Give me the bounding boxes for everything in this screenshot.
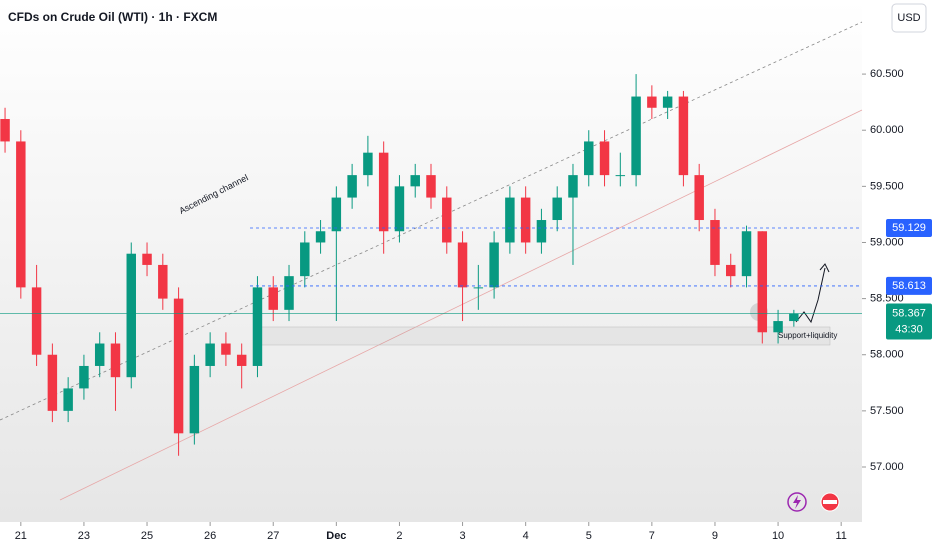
candle-body	[205, 343, 215, 366]
candle-body	[16, 141, 26, 288]
marks	[0, 74, 799, 456]
candle-body	[158, 264, 168, 299]
country-icon-stripe	[823, 500, 837, 504]
x-tick-label: 7	[649, 530, 655, 542]
chart-title: CFDs on Crude Oil (WTI) · 1h · FXCM	[8, 10, 217, 24]
candle-body	[363, 152, 373, 176]
candle-body	[615, 175, 626, 177]
candle-body	[252, 287, 263, 366]
y-tick-label: 57.000	[870, 461, 904, 473]
candle-body	[599, 141, 610, 176]
candle-body	[268, 287, 278, 310]
candle-body	[394, 186, 405, 232]
candle-body	[142, 253, 152, 265]
candle-body	[221, 343, 231, 355]
candle-body	[757, 231, 768, 333]
candle-body	[284, 276, 294, 310]
candle-body	[189, 365, 200, 434]
candle-body	[410, 175, 420, 187]
y-tick-label: 58.500	[870, 293, 904, 305]
candle-body	[236, 354, 247, 366]
x-tick-label: 2	[396, 530, 402, 542]
candle-body	[520, 197, 531, 243]
x-tick-label: 25	[141, 530, 153, 542]
candle-body	[773, 321, 783, 333]
candle-body	[662, 96, 673, 108]
y-tick-label: 59.500	[870, 180, 904, 192]
candle-body	[31, 287, 42, 355]
countdown-label: 43:30	[895, 323, 923, 335]
candle-body	[300, 242, 310, 277]
candle-body	[473, 287, 484, 289]
candle-body	[536, 220, 547, 243]
arrow-head	[819, 263, 830, 273]
y-tick-label: 57.500	[870, 405, 904, 417]
candle-body	[426, 175, 436, 198]
y-tick-label: 59.000	[870, 236, 904, 248]
y-tick-label: 58.000	[870, 349, 904, 361]
candle-body	[79, 365, 89, 389]
candle-body	[347, 175, 357, 198]
candle-body	[331, 197, 342, 232]
event-icon[interactable]	[787, 492, 807, 512]
candle-body	[631, 96, 641, 176]
x-tick-label: 5	[586, 530, 592, 542]
candle-body	[47, 354, 58, 411]
candle-body	[678, 96, 689, 176]
x-tick-label: 3	[459, 530, 465, 542]
candle-body	[457, 242, 468, 288]
candle-body	[647, 96, 657, 108]
y-tick-label: 60.000	[870, 124, 904, 136]
candle-body	[489, 242, 499, 288]
event-icon-bolt	[793, 495, 801, 509]
candle-body	[94, 343, 105, 366]
candle-body	[0, 118, 10, 142]
candle-body	[741, 231, 752, 277]
candle-body	[568, 175, 578, 198]
candle-body	[694, 175, 704, 221]
candle-body	[726, 264, 736, 277]
currency-label: USD	[897, 12, 920, 24]
candle-body	[710, 220, 720, 265]
candle-body	[505, 197, 515, 243]
candle-body	[315, 231, 326, 243]
x-tick-label: 21	[15, 530, 27, 542]
x-tick-label: 4	[523, 530, 529, 542]
support-zone	[257, 326, 831, 346]
candle-body	[584, 141, 594, 176]
x-tick-label: 9	[712, 530, 718, 542]
time-axis-background	[0, 522, 862, 550]
candle-body	[173, 298, 184, 434]
level-label: 59.129	[892, 222, 926, 234]
current-price-label: 58.367	[892, 307, 926, 319]
x-tick-label: Dec	[326, 530, 346, 542]
x-tick-label: 27	[267, 530, 279, 542]
channel-bottom	[59, 109, 863, 501]
candle-body	[126, 253, 136, 378]
level-label-box	[886, 218, 932, 237]
candle-body	[378, 152, 389, 232]
x-tick-label: 10	[772, 530, 784, 542]
candle-body	[552, 197, 562, 221]
x-tick-label: 26	[204, 530, 216, 542]
price-axis-background	[862, 0, 932, 550]
level-label: 58.613	[892, 280, 926, 292]
x-tick-label: 23	[78, 530, 90, 542]
current-price-box	[886, 303, 932, 340]
x-tick-label: 11	[835, 530, 846, 542]
candle-body	[442, 197, 452, 243]
support-annotation: Support+liquidity	[778, 331, 837, 340]
y-tick-label: 60.500	[870, 68, 904, 80]
candle-body	[63, 388, 73, 411]
projection-arrow	[795, 267, 826, 324]
candle-body	[110, 343, 121, 378]
channel-top	[0, 21, 863, 421]
level-label-box	[886, 276, 932, 295]
candle-body	[789, 313, 799, 322]
currency-button[interactable]	[891, 3, 927, 33]
